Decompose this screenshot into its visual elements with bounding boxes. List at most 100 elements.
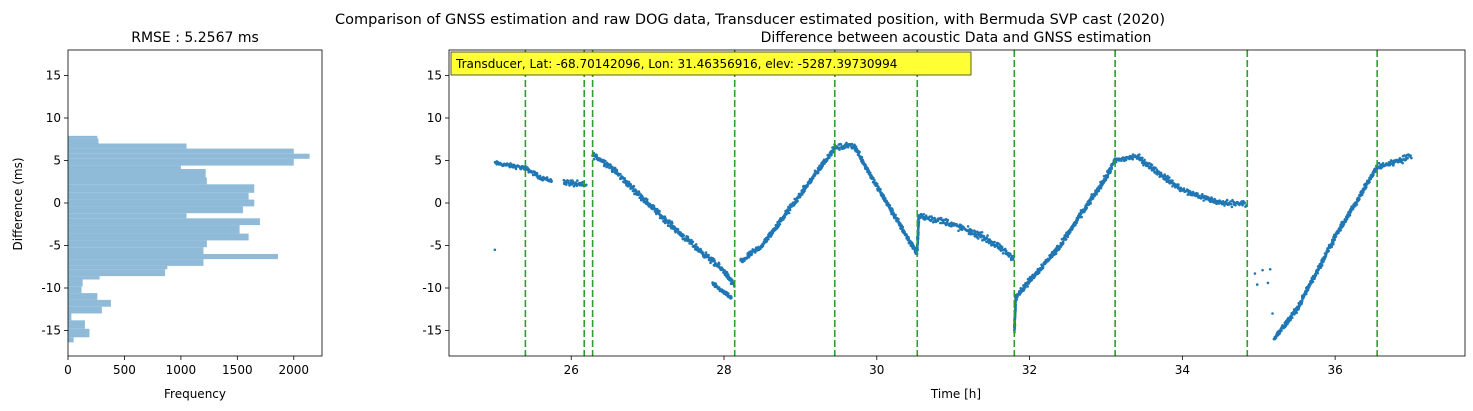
y-tick-label: 0: [434, 196, 442, 210]
scatter-point: [767, 237, 770, 241]
histogram-bar: [68, 138, 99, 144]
scatter-point: [850, 142, 854, 146]
scatter-point: [1295, 311, 1298, 315]
scatter-point: [1069, 230, 1072, 234]
histogram-bar: [68, 177, 207, 185]
scatter-point: [1225, 198, 1229, 202]
scatter-point: [788, 208, 792, 212]
histogram-bar: [68, 199, 255, 207]
axes-frame: [448, 49, 1466, 357]
scatter-point: [1369, 177, 1373, 181]
histogram-bar: [68, 299, 111, 307]
scatter-point: [682, 234, 685, 237]
scatter-point: [753, 251, 757, 254]
x-tick-label: 26: [564, 363, 579, 377]
scatter-point: [615, 168, 619, 172]
scatter-point: [1182, 187, 1186, 190]
scatter-point: [960, 228, 964, 231]
histogram-xlabel: Frequency: [164, 387, 226, 401]
scatter-point: [493, 248, 497, 252]
histogram-bar: [68, 328, 90, 338]
scatter-point: [1333, 238, 1336, 241]
scatter-point: [875, 182, 879, 186]
scatter-point: [1401, 161, 1404, 165]
scatter-point: [1332, 242, 1335, 246]
scatter-point: [663, 221, 667, 225]
scatter-point: [1124, 158, 1128, 162]
scatter-point: [629, 183, 633, 186]
scatter-point: [676, 228, 680, 231]
scatter-point: [666, 224, 670, 227]
histogram-bar: [68, 233, 249, 241]
scatter-point: [931, 216, 934, 220]
scatter-point: [725, 271, 729, 274]
histogram-bar: [68, 213, 187, 219]
scatter-point: [1150, 163, 1154, 167]
scatter-point: [1141, 156, 1144, 160]
scatter-point: [1054, 252, 1058, 255]
scatter-point: [778, 223, 782, 226]
scatter-point: [1131, 158, 1134, 161]
scatter-point: [1110, 167, 1113, 171]
scatter-point: [730, 296, 733, 300]
scatter-point: [1261, 268, 1264, 272]
scatter-point: [1171, 185, 1174, 188]
scatter-point: [565, 183, 568, 186]
scatter-point: [1189, 190, 1192, 193]
scatter-point: [867, 169, 870, 172]
scatter-point: [1095, 192, 1098, 196]
scatter-point: [879, 188, 882, 191]
scatter-point: [917, 226, 920, 229]
y-tick-label: -15: [422, 324, 442, 338]
scatter-point: [1290, 316, 1294, 320]
scatter-point: [1316, 272, 1320, 275]
scatter-point: [631, 187, 635, 190]
scatter-point: [1223, 204, 1226, 207]
scatter-point: [604, 159, 607, 163]
scatter-point: [1311, 280, 1315, 283]
scatter-point: [581, 180, 584, 184]
x-tick-label: 32: [1022, 363, 1037, 377]
scatter-point: [783, 215, 787, 219]
scatter-point: [619, 172, 622, 176]
x-tick-label: 34: [1175, 363, 1190, 377]
scatter-point: [901, 225, 905, 229]
scatter-point: [1060, 238, 1064, 241]
scatter-point: [1230, 202, 1233, 206]
scatter-point: [623, 177, 626, 181]
scatter-point: [894, 213, 897, 217]
scatter-point: [854, 145, 858, 149]
scatter-point: [1177, 183, 1180, 186]
scatter-point: [957, 229, 960, 233]
scatter-point: [1314, 274, 1318, 277]
scatter-point: [913, 246, 917, 250]
scatter-point: [691, 240, 695, 244]
scatter-point: [658, 216, 662, 220]
histogram-bar: [68, 279, 83, 287]
scatter-xlabel: Time [h]: [930, 387, 981, 401]
histogram-bar: [68, 259, 204, 266]
histogram-bar: [68, 337, 74, 343]
histogram-bar: [68, 218, 260, 226]
scatter-point: [1005, 249, 1008, 253]
scatter-point: [1075, 221, 1078, 224]
x-tick-label: 28: [716, 363, 731, 377]
histogram-bar: [68, 143, 187, 149]
scatter-point: [1342, 222, 1346, 226]
scatter-point: [1154, 166, 1157, 170]
scatter-point: [1332, 240, 1335, 244]
scatter-point: [761, 244, 765, 248]
scatter-point: [566, 179, 570, 183]
x-tick-label: 500: [113, 363, 136, 377]
histogram-bar: [68, 276, 100, 280]
annotation-text: Transducer, Lat: -68.70142096, Lon: 31.4…: [455, 57, 897, 71]
scatter-point: [946, 218, 950, 222]
scatter-point: [1253, 272, 1257, 275]
scatter-point: [705, 253, 708, 256]
scatter-point: [830, 153, 833, 156]
scatter-point: [1353, 204, 1357, 208]
scatter-point: [1030, 278, 1034, 282]
scatter-point: [1080, 215, 1083, 219]
scatter-point: [1199, 197, 1203, 200]
